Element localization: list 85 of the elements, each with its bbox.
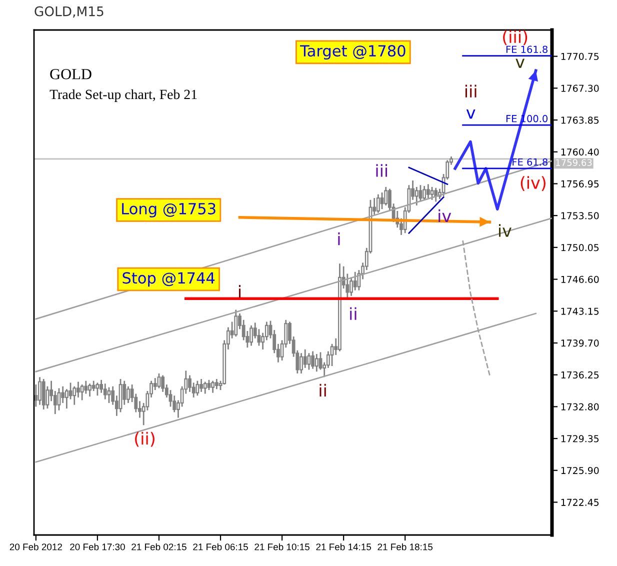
candlestick: [422, 185, 426, 201]
y-tick-label: 1753.50: [561, 212, 599, 220]
y-tick-label: 1736.25: [561, 371, 599, 379]
y-tick-label: 1767.30: [561, 84, 599, 92]
candlestick: [426, 183, 430, 199]
candlestick: [376, 194, 380, 214]
candlestick: [42, 378, 46, 410]
text: GOLD: [50, 69, 92, 80]
annotation: i: [238, 285, 240, 298]
candlestick: [126, 386, 130, 404]
annotation: iv: [499, 224, 512, 237]
candlestick: [307, 352, 311, 370]
candlestick: [80, 384, 84, 401]
x-tick-label: 21 Feb 02:15: [132, 543, 186, 550]
candlestick: [430, 186, 434, 201]
candlestick: [76, 381, 80, 398]
candlestick: [303, 348, 307, 369]
text: Trade Set-up chart, Feb 21: [50, 89, 197, 102]
candlestick: [234, 309, 238, 338]
annotation: ii: [350, 307, 356, 320]
x-tick-label: 21 Feb 10:15: [254, 543, 310, 550]
candlestick: [314, 353, 318, 372]
candlestick: [250, 324, 253, 346]
annotation: FE 161.8: [506, 46, 548, 54]
annotation: iii: [376, 164, 388, 177]
candlestick: [157, 372, 161, 389]
annotation: i: [338, 232, 340, 246]
y-tick-label: 1743.15: [561, 308, 599, 315]
candlestick: [434, 187, 438, 202]
candlestick: [38, 376, 42, 406]
annotation: Target @1780: [300, 45, 406, 60]
y-tick-label: 1763.85: [561, 116, 599, 124]
ref-line-label: 1759.63: [556, 159, 592, 166]
candlestick: [72, 386, 76, 406]
candlestick: [96, 382, 100, 396]
annotation: v: [516, 58, 525, 68]
candlestick: [196, 380, 200, 396]
y-tick-label: 1760.40: [561, 148, 599, 156]
candlestick: [92, 380, 96, 392]
candlestick: [68, 382, 72, 400]
candlestick: [384, 186, 388, 206]
candlestick: [200, 378, 203, 393]
x-tick-label: 20 Feb 2012: [10, 543, 62, 550]
y-tick-label: 1746.60: [561, 276, 599, 283]
candlestick: [300, 352, 303, 374]
annotation: ii: [320, 384, 326, 396]
annotation: v: [466, 109, 476, 119]
candlestick: [84, 380, 88, 394]
candlestick: [122, 380, 126, 406]
x-tick-label: 21 Feb 06:15: [193, 543, 248, 550]
y-tick-label: 1722.45: [561, 498, 599, 506]
y-tick-label: 1756.95: [561, 180, 599, 188]
annotation: Stop @1744: [122, 272, 215, 287]
annotation: iv: [438, 209, 452, 222]
candlestick: [353, 271, 357, 292]
candlestick: [380, 192, 384, 210]
annotation: (ii): [135, 432, 154, 447]
annotation: (iv): [520, 176, 546, 191]
candlestick: [414, 186, 418, 206]
candlestick: [211, 380, 215, 394]
x-tick-label: 21 Feb 14:15: [316, 543, 372, 550]
candlestick: [103, 382, 107, 400]
annotation: FE 61.8: [512, 158, 548, 166]
y-tick-label: 1739.70: [561, 340, 599, 347]
candlestick: [34, 384, 38, 408]
candlestick: [153, 377, 157, 391]
candlestick: [88, 382, 92, 398]
annotation: iii: [465, 84, 476, 98]
candlestick: [207, 379, 211, 391]
candlestick: [214, 378, 218, 390]
text: GOLD,M15: [34, 6, 104, 18]
y-tick-label: 1770.75: [561, 52, 599, 60]
x-tick-label: 20 Feb 17:30: [70, 543, 125, 550]
annotation: (iii): [503, 30, 528, 46]
y-tick-label: 1732.80: [561, 403, 599, 410]
candlestick: [311, 350, 315, 370]
candlestick: [57, 388, 61, 412]
candlestick: [203, 381, 207, 394]
annotation: Long @1753: [122, 202, 216, 218]
y-tick-label: 1725.90: [561, 466, 599, 474]
y-tick-label: 1750.05: [561, 244, 599, 252]
y-tick-label: 1729.35: [561, 435, 599, 442]
x-tick-label: 21 Feb 18:15: [378, 543, 433, 550]
candlestick: [61, 386, 65, 404]
candlestick: [418, 184, 422, 202]
